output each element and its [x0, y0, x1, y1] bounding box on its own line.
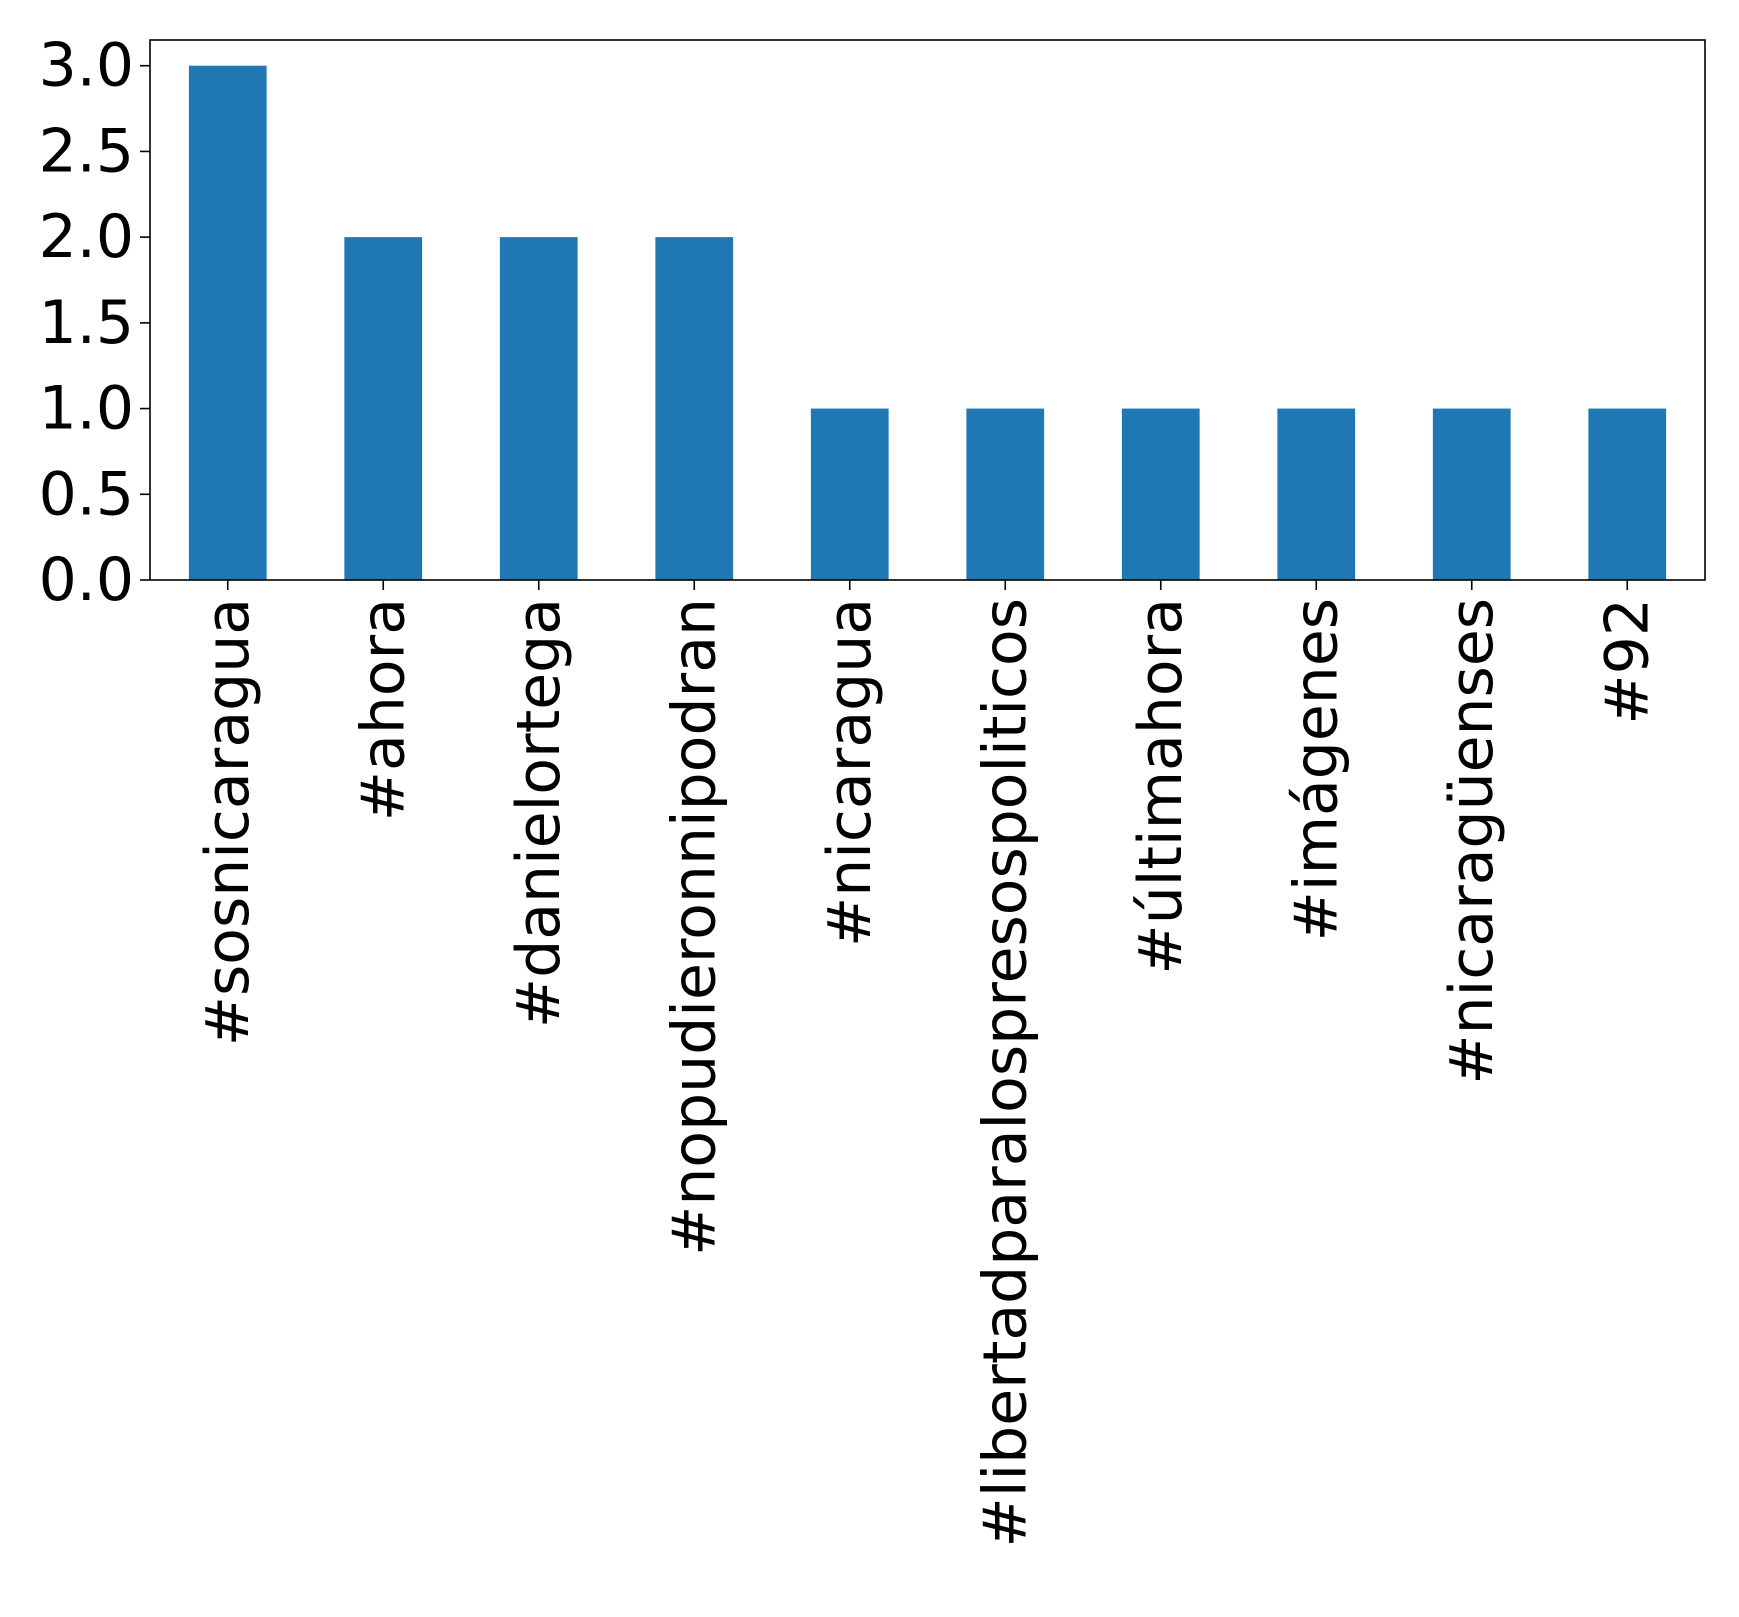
x-tick-label-7: #imágenes	[1281, 598, 1351, 941]
x-tick-label-8: #nicaragüenses	[1437, 598, 1507, 1085]
bar-5	[966, 408, 1045, 580]
bar-2	[499, 237, 578, 580]
bar-1	[344, 237, 423, 580]
x-axis-ticks: #sosnicaragua #ahora #danielortega #nopudie…	[193, 580, 1662, 1547]
y-tick-label-2: 1.0	[39, 374, 134, 444]
bar-8	[1432, 408, 1511, 580]
x-tick-label-5: #libertadparalospresospoliticos	[970, 598, 1040, 1547]
x-tick-label-1: #ahora	[348, 598, 418, 821]
bar-3	[655, 237, 734, 580]
bar-6	[1121, 408, 1200, 580]
bar-7	[1277, 408, 1356, 580]
y-tick-label-3: 1.5	[39, 288, 134, 358]
x-tick-label-6: #últimahora	[1126, 598, 1196, 975]
y-tick-label-4: 2.0	[39, 202, 134, 272]
y-tick-label-6: 3.0	[39, 31, 134, 101]
x-tick-label-3: #nopudieronnipodran	[659, 598, 729, 1256]
bar-9	[1588, 408, 1667, 580]
y-tick-label-1: 0.5	[39, 459, 134, 529]
bar-4	[810, 408, 889, 580]
x-tick-label-2: #danielortega	[504, 598, 574, 1028]
y-tick-label-0: 0.0	[39, 545, 134, 615]
bar-0	[188, 65, 267, 580]
plot-frame	[149, 39, 1706, 581]
bars-group	[188, 65, 1667, 580]
y-tick-label-5: 2.5	[39, 116, 134, 186]
y-axis-ticks: 0.0 0.5 1.0 1.5 2.0 2.5 3.0	[39, 31, 150, 615]
x-tick-label-4: #nicaragua	[815, 598, 885, 947]
x-tick-label-9: #92	[1592, 598, 1662, 725]
x-tick-label-0: #sosnicaragua	[193, 598, 263, 1046]
